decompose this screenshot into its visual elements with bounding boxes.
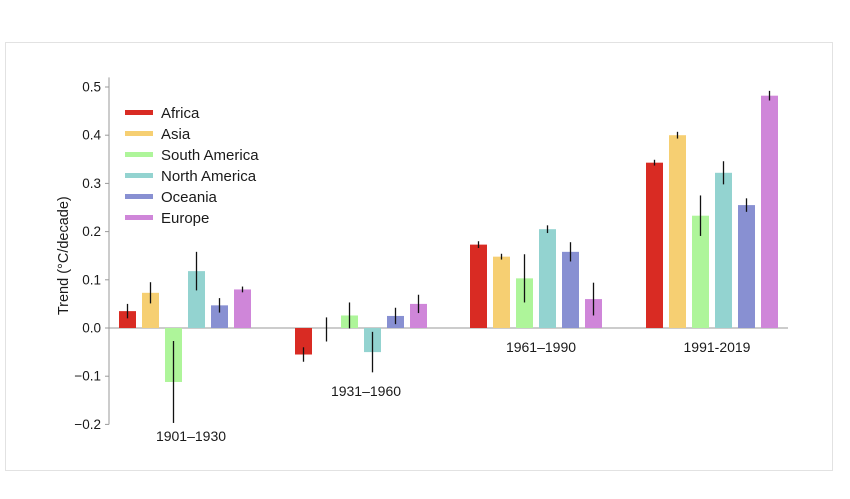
y-tick-label: 0.2 <box>82 224 101 239</box>
y-tick-label: −0.2 <box>74 417 101 432</box>
bar-oceania-3 <box>562 251 579 328</box>
legend-label-africa: Africa <box>161 105 200 122</box>
bar-asia-1 <box>142 292 159 328</box>
bar-north-america-4 <box>715 172 732 328</box>
category-label-2: 1931–1960 <box>331 383 401 399</box>
legend-swatch-europe <box>125 215 153 220</box>
legend-swatch-oceania <box>125 194 153 199</box>
bar-africa-1 <box>119 311 136 328</box>
y-tick-label: 0.1 <box>82 272 101 287</box>
bar-south-america-3 <box>516 278 533 328</box>
y-tick-label: 0.3 <box>82 176 101 191</box>
bar-europe-2 <box>410 303 427 328</box>
bar-north-america-3 <box>539 229 556 328</box>
bar-asia-3 <box>493 256 510 328</box>
legend-label-oceania: Oceania <box>161 189 218 206</box>
y-tick-label: −0.1 <box>74 369 101 384</box>
bar-oceania-4 <box>738 205 755 328</box>
trend-bar-chart: 0.5 0.4 0.3 0.2 0.1 0.0 −0.1 −0.2 Trend (°C/deca… <box>56 77 788 444</box>
chart-frame: 0.5 0.4 0.3 0.2 0.1 0.0 −0.1 −0.2 Trend (°C/deca… <box>5 42 833 471</box>
y-tick-label: 0.5 <box>82 80 101 95</box>
legend-label-south-america: South America <box>161 147 259 164</box>
y-tick-label: 0.0 <box>82 321 101 336</box>
y-axis-title: Trend (°C/decade) <box>56 196 72 315</box>
bar-europe-4 <box>761 95 778 328</box>
legend-label-europe: Europe <box>161 210 209 227</box>
legend-label-asia: Asia <box>161 126 191 143</box>
legend-swatch-africa <box>125 110 153 115</box>
category-label-1: 1901–1930 <box>156 428 226 444</box>
bar-africa-3 <box>470 244 487 328</box>
y-tick-label: 0.4 <box>82 128 101 143</box>
bar-africa-4 <box>646 162 663 328</box>
bar-north-america-1 <box>188 271 205 328</box>
bar-asia-4 <box>669 135 686 328</box>
category-label-3: 1961–1990 <box>506 339 576 355</box>
legend-swatch-asia <box>125 131 153 136</box>
legend-label-north-america: North America <box>161 168 257 185</box>
bar-oceania-1 <box>211 305 228 328</box>
category-label-4: 1991-2019 <box>684 339 751 355</box>
bar-south-america-4 <box>692 215 709 328</box>
bar-africa-2 <box>295 328 312 355</box>
legend-swatch-south-america <box>125 152 153 157</box>
bar-europe-1 <box>234 289 251 328</box>
legend-swatch-north-america <box>125 173 153 178</box>
